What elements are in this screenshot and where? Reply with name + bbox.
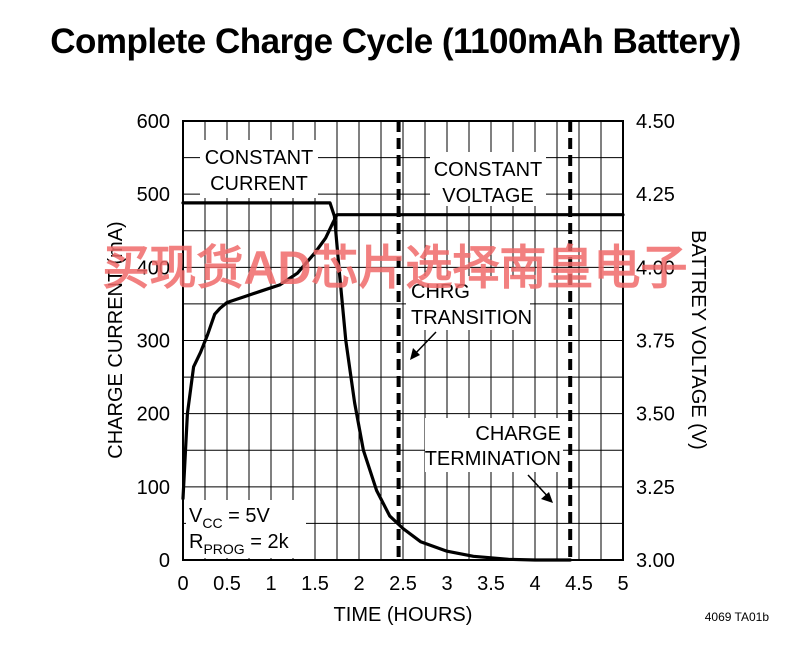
annotation-constant-current: CONSTANT CURRENT <box>200 140 318 198</box>
annotation-line: CURRENT <box>210 173 308 195</box>
x-tick-label: 4 <box>529 573 540 595</box>
chart-title: Complete Charge Cycle (1100mAh Battery) <box>50 22 741 61</box>
x-tick-label: 0 <box>177 573 188 595</box>
left-y-tick-label: 300 <box>137 331 170 353</box>
annotation-line: CONSTANT <box>434 159 543 181</box>
x-axis-label: TIME (HOURS) <box>334 604 473 626</box>
x-tick-label: 0.5 <box>213 573 241 595</box>
left-axis-label: CHARGE CURRENT (mA) <box>105 221 127 458</box>
conditions-box: VCC = 5V RPROG = 2k <box>186 500 306 558</box>
annotation-line: VOLTAGE <box>442 185 534 207</box>
annotation-charge-termination: CHARGE TERMINATION <box>425 418 563 503</box>
right-y-tick-label: 4.00 <box>636 257 675 279</box>
x-tick-label: 3.5 <box>477 573 505 595</box>
figure-id: 4069 TA01b <box>704 610 769 624</box>
plot-frame <box>182 120 624 561</box>
right-axis-label: BATTREY VOLTAGE (V) <box>687 230 709 450</box>
charge-current-line <box>181 201 572 562</box>
rprog-condition: RPROG = 2k <box>189 531 290 557</box>
annotation-line: CHARGE <box>475 423 561 445</box>
x-tick-label: 1 <box>265 573 276 595</box>
annotation-constant-voltage: CONSTANT VOLTAGE <box>430 152 546 207</box>
annotation-line: TERMINATION <box>425 448 561 470</box>
watermark-text: 买现货AD芯片选择南皇电子 <box>103 241 688 294</box>
tick-labels: 0 0.5 1 1.5 2 2.5 3 3.5 4 4.5 5 0 100 200 300 400 500 600… <box>137 111 675 595</box>
annotation-chrg-transition: CHRG TRANSITION <box>406 276 532 360</box>
left-y-tick-label: 200 <box>137 404 170 426</box>
annotation-arrowhead <box>410 348 420 360</box>
right-y-tick-label: 4.25 <box>636 184 675 206</box>
annotation-line: CONSTANT <box>205 147 314 169</box>
right-y-tick-label: 4.50 <box>636 111 675 133</box>
battery-voltage-line <box>181 213 625 501</box>
left-y-tick-label: 400 <box>137 257 170 279</box>
annotation-line: TRANSITION <box>411 307 532 329</box>
right-y-tick-label: 3.75 <box>636 331 675 353</box>
left-y-tick-label: 600 <box>137 111 170 133</box>
vcc-condition: VCC = 5V <box>189 505 270 531</box>
x-tick-label: 1.5 <box>301 573 329 595</box>
dashed-markers <box>396 121 573 560</box>
right-y-tick-label: 3.50 <box>636 404 675 426</box>
left-y-tick-label: 0 <box>159 550 170 572</box>
right-y-tick-label: 3.00 <box>636 550 675 572</box>
left-y-tick-label: 500 <box>137 184 170 206</box>
x-tick-label: 4.5 <box>565 573 593 595</box>
x-tick-label: 3 <box>441 573 452 595</box>
annotation-line: CHRG <box>411 281 470 303</box>
series-lines <box>181 201 625 562</box>
x-tick-label: 5 <box>617 573 628 595</box>
right-y-tick-label: 3.25 <box>636 477 675 499</box>
x-tick-label: 2 <box>353 573 364 595</box>
left-y-tick-label: 100 <box>137 477 170 499</box>
annotation-arrowhead <box>541 492 553 503</box>
x-tick-label: 2.5 <box>389 573 417 595</box>
